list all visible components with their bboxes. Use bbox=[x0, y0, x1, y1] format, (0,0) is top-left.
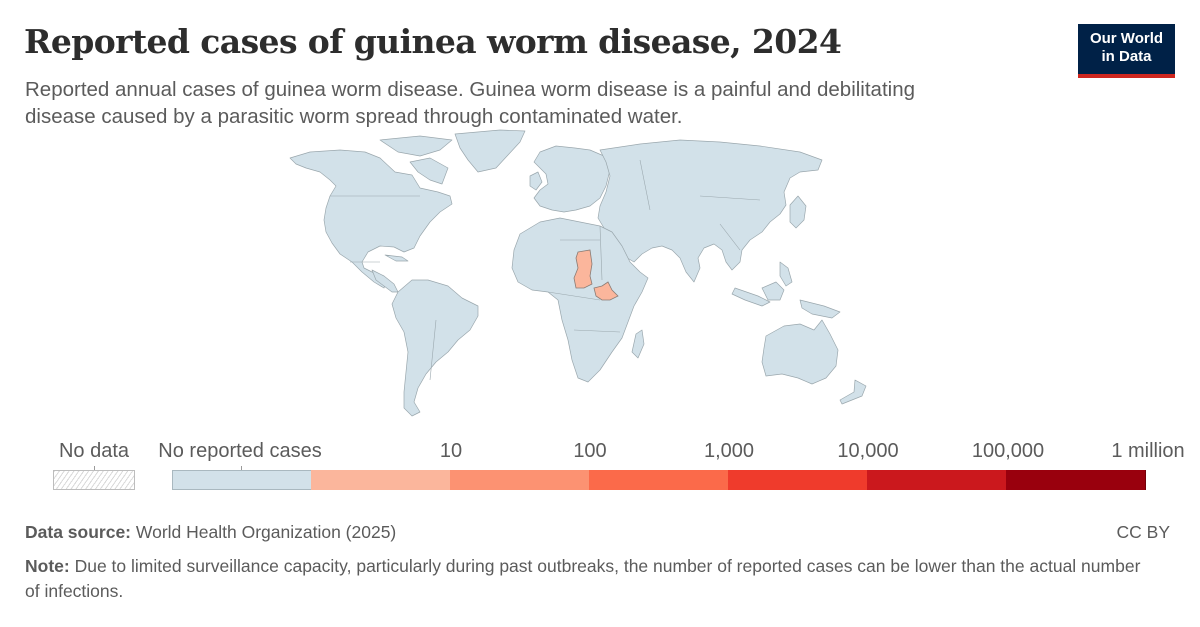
region-south-sudan[interactable] bbox=[593, 281, 619, 301]
region-japan[interactable] bbox=[789, 195, 807, 229]
logo-accent-bar bbox=[1078, 74, 1175, 78]
legend-no-cases-label: No reported cases bbox=[158, 440, 322, 462]
legend-tick-label: 100,000 bbox=[971, 440, 1045, 462]
source-link[interactable]: World Health Organization (2025) bbox=[135, 522, 397, 542]
region-uk[interactable] bbox=[529, 171, 543, 191]
chart-note: Note: Due to limited surveillance capaci… bbox=[25, 554, 1155, 604]
region-baffin[interactable] bbox=[409, 157, 449, 185]
world-map[interactable] bbox=[0, 125, 1200, 435]
region-africa[interactable] bbox=[511, 217, 649, 383]
data-source: Data source: World Health Organization (… bbox=[25, 522, 396, 543]
source-label: Data source: bbox=[25, 522, 132, 542]
legend-bin-100000-1m[interactable] bbox=[1006, 470, 1146, 490]
region-asia[interactable] bbox=[597, 139, 823, 283]
legend-tick bbox=[241, 466, 242, 471]
legend-tick-label: 10 bbox=[439, 440, 463, 462]
region-caribbean[interactable] bbox=[384, 254, 409, 262]
legend-bin-10-100[interactable] bbox=[450, 470, 590, 490]
legend-tick-label: 10,000 bbox=[837, 440, 899, 462]
legend-tick-label: 100 bbox=[573, 440, 607, 462]
region-south-america[interactable] bbox=[391, 279, 479, 417]
region-europe[interactable] bbox=[533, 145, 611, 213]
legend-bin-10000-100000[interactable] bbox=[867, 470, 1007, 490]
chart-title: Reported cases of guinea worm disease, 2… bbox=[24, 22, 842, 61]
map-legend: No data No reported cases 10 100 1,000 1… bbox=[0, 436, 1200, 496]
region-borneo[interactable] bbox=[761, 281, 785, 301]
region-north-america[interactable] bbox=[289, 149, 453, 289]
legend-no-data-swatch[interactable] bbox=[53, 470, 135, 490]
region-new-guinea[interactable] bbox=[799, 299, 841, 319]
legend-bin-no-cases[interactable] bbox=[172, 470, 312, 490]
legend-bin-0-10[interactable] bbox=[311, 470, 451, 490]
region-indonesia[interactable] bbox=[731, 287, 771, 307]
region-madagascar[interactable] bbox=[631, 329, 645, 359]
legend-no-data-label: No data bbox=[58, 440, 130, 462]
country-borders bbox=[330, 159, 761, 381]
logo-line-1: Our World bbox=[1089, 30, 1164, 47]
region-australia[interactable] bbox=[761, 319, 839, 385]
region-chad[interactable] bbox=[573, 249, 593, 289]
region-greenland[interactable] bbox=[454, 129, 526, 173]
owid-logo[interactable]: Our World in Data bbox=[1078, 24, 1175, 78]
note-text: Due to limited surveillance capacity, pa… bbox=[25, 556, 1141, 601]
region-central-america[interactable] bbox=[371, 269, 399, 293]
region-new-zealand[interactable] bbox=[839, 379, 867, 405]
note-label: Note: bbox=[25, 556, 70, 576]
legend-tick-label: 1 million bbox=[1111, 440, 1185, 462]
chart-subtitle: Reported annual cases of guinea worm dis… bbox=[25, 78, 916, 128]
region-philippines[interactable] bbox=[779, 261, 793, 287]
logo-line-2: in Data bbox=[1101, 48, 1152, 65]
legend-bin-1000-10000[interactable] bbox=[728, 470, 868, 490]
region-arctic-islands[interactable] bbox=[379, 135, 453, 157]
legend-bin-100-1000[interactable] bbox=[589, 470, 729, 490]
legend-tick bbox=[94, 466, 95, 471]
legend-tick-label: 1,000 bbox=[703, 440, 755, 462]
license-link[interactable]: CC BY bbox=[1116, 522, 1170, 542]
